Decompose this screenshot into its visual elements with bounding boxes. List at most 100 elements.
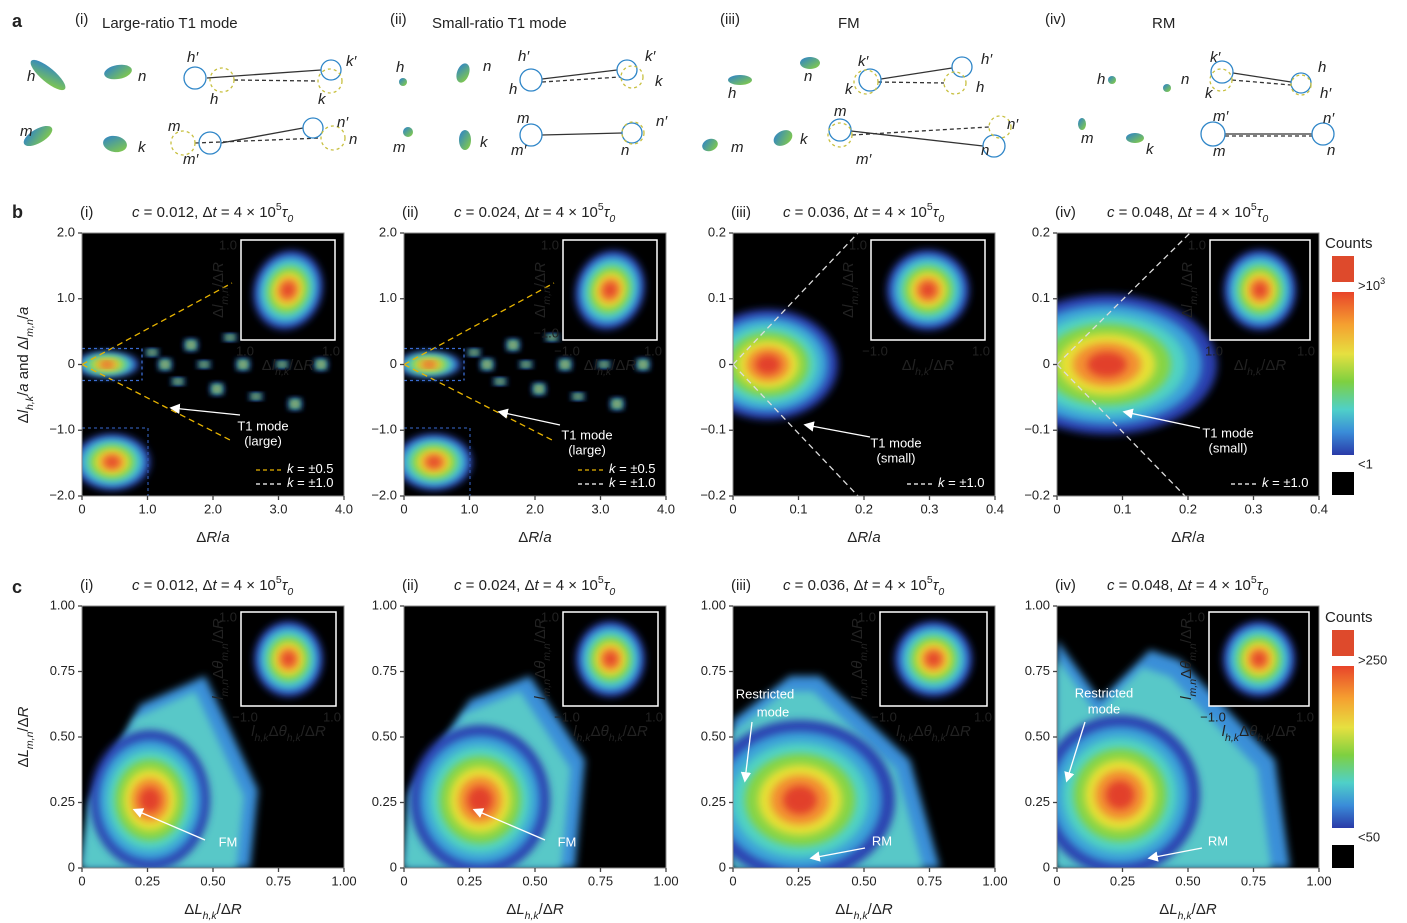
- x-tick-label: 0.1: [1113, 501, 1131, 516]
- particle-label: h: [1097, 71, 1105, 88]
- y-tick-label: 0.50: [1025, 728, 1050, 743]
- annotation: RM: [1208, 833, 1228, 848]
- text-part: = 4 × 10: [539, 577, 598, 594]
- particle-label: m′: [856, 151, 872, 168]
- particle-label: n: [1181, 71, 1189, 88]
- text-part: /Δ: [623, 723, 637, 740]
- text-part: 0: [1262, 586, 1268, 598]
- text-part: R: [637, 723, 648, 740]
- density: [564, 364, 566, 366]
- text-part: /Δ: [1179, 273, 1196, 287]
- x-tick-label: 0.50: [200, 873, 225, 888]
- x-tick-label: 0: [729, 501, 736, 516]
- particle: [184, 67, 206, 89]
- y-tick-label: −0.1: [700, 422, 726, 437]
- y-tick-label: −0.2: [1024, 487, 1050, 502]
- density: [216, 388, 218, 390]
- x-axis-label: ΔR/a: [847, 529, 880, 546]
- text-part: a: [872, 529, 880, 546]
- text-part: /Δ: [1178, 629, 1195, 643]
- text-part: Δ: [584, 357, 594, 374]
- x-axis-label: ΔLh,k/ΔR: [835, 901, 893, 922]
- text-part: L: [194, 901, 202, 918]
- text-part: R: [303, 357, 314, 374]
- inset-heatmap: [887, 250, 969, 330]
- text-part: = 0.024, Δ: [462, 577, 535, 594]
- density: [229, 337, 231, 338]
- figure: a(i)Large-ratio T1 modehnmkh′hk′kmm′n′n(…: [0, 0, 1407, 923]
- text-part: = ±0.5: [294, 461, 334, 476]
- x-tick-label: 4.0: [657, 501, 675, 516]
- particle-label: m: [517, 110, 530, 127]
- text-part: 0: [938, 586, 944, 598]
- y-tick-label: 0.50: [372, 728, 397, 743]
- text-part: /Δ: [301, 723, 315, 740]
- text-part: Δ: [15, 413, 32, 423]
- text-part: m,n: [24, 319, 36, 337]
- text-part: m,n: [541, 679, 553, 697]
- x-tick-label: 1.00: [331, 873, 356, 888]
- text-part: m,n: [1187, 679, 1199, 697]
- annotation: (small): [1209, 440, 1248, 455]
- text-part: h,k: [24, 395, 36, 410]
- annotation: RM: [872, 833, 892, 848]
- particle-label: h: [1318, 59, 1326, 76]
- density: [320, 364, 322, 366]
- text-part: R: [960, 723, 971, 740]
- bond-line: [221, 128, 303, 143]
- bond-line: [878, 82, 944, 83]
- colorbar-scale: [1332, 292, 1354, 455]
- text-part: = ±1.0: [616, 475, 656, 490]
- annotation: T1 mode: [870, 435, 921, 450]
- inset-heatmap: [576, 621, 644, 696]
- x-tick-label: 4.0: [335, 501, 353, 516]
- text-part: = 0.036, Δ: [791, 577, 864, 594]
- y-tick-label: 0.75: [701, 663, 726, 678]
- text-part: R: [849, 618, 866, 629]
- density: [423, 362, 435, 366]
- text-part: Δ: [262, 357, 272, 374]
- particle-label: k: [318, 91, 327, 108]
- particle-label: h: [728, 85, 736, 102]
- y-tick-label: 0.75: [1025, 663, 1050, 678]
- plot-number: (iii): [731, 577, 751, 594]
- text-part: R: [532, 618, 549, 629]
- x-tick-label: 0.3: [1244, 501, 1262, 516]
- x-tick-label: 1.00: [1306, 873, 1331, 888]
- inset-heatmap: [1223, 621, 1295, 696]
- annotation: Restricted: [736, 686, 795, 701]
- x-tick-label: 2.0: [204, 501, 222, 516]
- density: [577, 396, 579, 397]
- text-part: Δ: [1239, 723, 1249, 740]
- text-part: = ±1.0: [294, 475, 334, 490]
- y-tick-label: −1.0: [371, 422, 397, 437]
- y-tick-label: 0: [719, 356, 726, 371]
- text-part: /Δ: [210, 273, 227, 287]
- y-tick-label: 0: [68, 356, 75, 371]
- y-tick-label: 2.0: [379, 224, 397, 239]
- plot-title: c = 0.036, Δt = 4 × 105τ0: [783, 574, 944, 598]
- plot-number: (ii): [402, 204, 419, 221]
- y-tick-label: 0.75: [50, 663, 75, 678]
- text-part: a: [1196, 529, 1204, 546]
- colorbar-low: [1332, 472, 1354, 495]
- particle-label: m′: [1213, 108, 1229, 125]
- text-part: Δ: [1178, 669, 1195, 679]
- particle-label: m: [731, 139, 744, 156]
- density: [294, 403, 296, 405]
- annotation: T1 mode: [561, 427, 612, 442]
- text-part: 0: [609, 213, 615, 225]
- particle: [829, 119, 851, 141]
- text-part: = 4 × 10: [1192, 577, 1251, 594]
- text-part: = 0.048, Δ: [1115, 577, 1188, 594]
- particle-label: h′: [981, 51, 993, 68]
- x-tick-label: 0.1: [789, 501, 807, 516]
- text-part: m,n: [1187, 643, 1199, 661]
- particle-label: n: [349, 131, 357, 148]
- particle: [520, 69, 542, 91]
- particle-label: n′: [1007, 116, 1019, 133]
- density: [255, 396, 257, 397]
- bond-line: [881, 68, 952, 79]
- text-part: /Δ: [1192, 901, 1206, 918]
- particle-blob: [1126, 133, 1144, 143]
